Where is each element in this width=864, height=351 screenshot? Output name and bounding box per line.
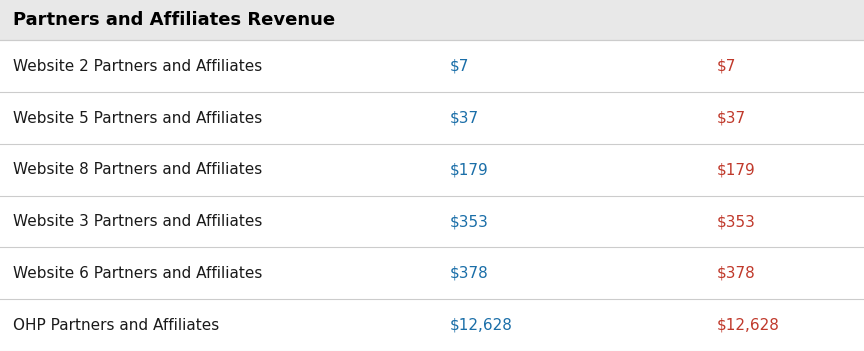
Text: Website 3 Partners and Affiliates: Website 3 Partners and Affiliates	[13, 214, 263, 229]
Text: $37: $37	[717, 111, 746, 126]
Text: $378: $378	[449, 266, 488, 281]
Text: $7: $7	[449, 59, 468, 74]
Text: $37: $37	[449, 111, 479, 126]
Text: Website 5 Partners and Affiliates: Website 5 Partners and Affiliates	[13, 111, 262, 126]
Text: $378: $378	[717, 266, 756, 281]
Text: OHP Partners and Affiliates: OHP Partners and Affiliates	[13, 318, 219, 333]
Text: $12,628: $12,628	[717, 318, 780, 333]
Text: Website 2 Partners and Affiliates: Website 2 Partners and Affiliates	[13, 59, 262, 74]
Text: Partners and Affiliates Revenue: Partners and Affiliates Revenue	[13, 11, 335, 29]
Text: $12,628: $12,628	[449, 318, 512, 333]
Text: $179: $179	[449, 162, 488, 177]
Text: $7: $7	[717, 59, 736, 74]
Text: Website 8 Partners and Affiliates: Website 8 Partners and Affiliates	[13, 162, 262, 177]
Text: $353: $353	[717, 214, 756, 229]
Bar	[0, 40, 864, 351]
Bar	[0, 0, 864, 40]
Text: $353: $353	[449, 214, 488, 229]
Text: $179: $179	[717, 162, 756, 177]
Text: Website 6 Partners and Affiliates: Website 6 Partners and Affiliates	[13, 266, 263, 281]
